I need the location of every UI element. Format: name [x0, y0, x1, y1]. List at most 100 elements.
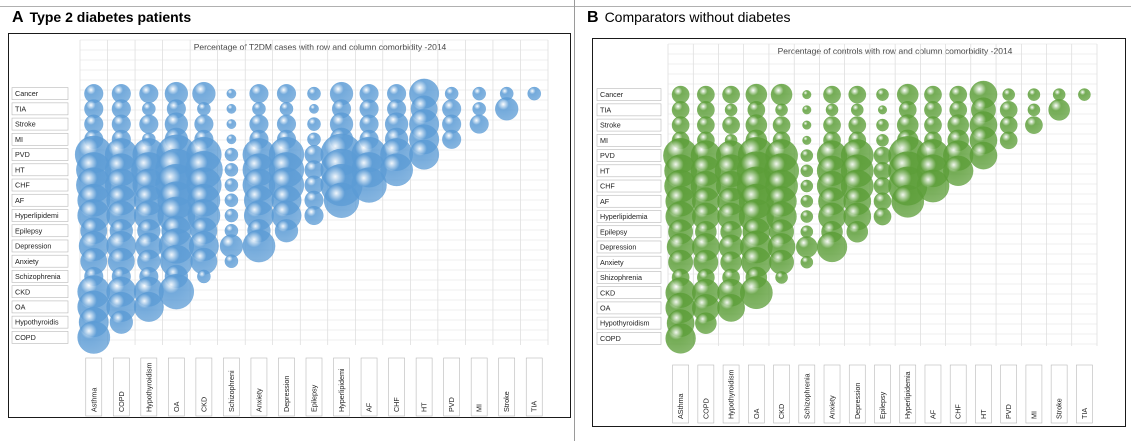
col-label: Hypothyroidism — [727, 369, 736, 419]
row-label: HT — [600, 166, 610, 175]
bubble — [252, 102, 266, 116]
row-label: Hypothyroidis — [15, 318, 59, 327]
row-label: AF — [15, 196, 25, 205]
bubble — [877, 105, 888, 115]
bubble — [671, 100, 690, 119]
row-label: Anxiety — [600, 258, 624, 267]
bubble — [848, 85, 867, 104]
bubble — [1027, 88, 1041, 101]
bubble — [775, 271, 788, 284]
bubble — [242, 229, 276, 263]
bubble — [999, 116, 1018, 134]
bubble — [527, 86, 542, 101]
row-label: Stroke — [15, 120, 36, 129]
row-label-box — [596, 149, 662, 162]
bubble — [109, 310, 133, 334]
row-label-box — [11, 285, 69, 298]
bubble-chart-a: Percentage of T2DM cases with row and co… — [11, 39, 549, 417]
col-label: HT — [979, 409, 988, 419]
row-label: COPD — [600, 334, 621, 343]
bubble — [309, 103, 319, 114]
row-label: PVD — [600, 151, 615, 160]
bubble — [800, 255, 814, 269]
col-label: MI — [1029, 411, 1038, 419]
bubble — [696, 85, 715, 104]
col-label-box — [333, 357, 350, 417]
col-label-box — [112, 357, 130, 417]
bubble — [999, 131, 1018, 150]
bubble — [226, 134, 237, 145]
row-label-box — [11, 239, 69, 253]
row-label-box — [11, 315, 69, 329]
bubble — [279, 102, 294, 116]
row-label-box — [11, 87, 69, 100]
bubble — [197, 269, 211, 284]
col-label-box — [250, 357, 268, 417]
bubble — [276, 84, 297, 104]
row-label-box — [596, 240, 662, 254]
col-label-box — [1076, 364, 1093, 424]
col-label: Hypothyroidism — [144, 362, 153, 412]
bubble — [943, 155, 974, 186]
bubble — [665, 323, 696, 354]
bubble — [802, 120, 812, 130]
bubble — [224, 178, 239, 192]
col-label: OA — [752, 408, 761, 419]
col-label-box — [1000, 364, 1017, 424]
col-label-box — [360, 357, 378, 417]
bubble — [696, 116, 715, 134]
row-label-box — [596, 286, 662, 299]
bubble — [876, 88, 889, 101]
bubble — [307, 132, 321, 147]
col-label: Asthma — [89, 388, 98, 412]
bubble — [409, 139, 440, 170]
bubble — [380, 153, 414, 187]
bubble — [724, 103, 738, 117]
bubble — [1025, 116, 1043, 134]
bubble — [323, 182, 360, 218]
bubble — [873, 192, 892, 211]
col-label: COPD — [701, 398, 710, 419]
bubble — [158, 273, 195, 310]
col-label-box — [388, 357, 405, 417]
bubble — [739, 276, 773, 310]
panel-a-heading-text: Type 2 diabetes patients — [29, 9, 192, 25]
row-label: Stroke — [600, 121, 621, 130]
col-label-box — [874, 364, 891, 424]
bubble — [924, 116, 942, 134]
row-label: Epilepsy — [600, 227, 628, 236]
row-label-box — [596, 194, 662, 208]
col-label-box — [278, 357, 295, 417]
col-label: TIA — [530, 401, 539, 412]
row-label: CKD — [15, 287, 30, 296]
row-label: Cancer — [15, 89, 39, 98]
bubble — [795, 236, 818, 258]
row-label: HT — [15, 165, 25, 174]
row-label: Anxiety — [15, 257, 39, 266]
row-label: Schizophrenia — [15, 272, 61, 281]
bubble — [224, 208, 239, 223]
col-label-box — [697, 364, 715, 424]
col-label-box — [949, 364, 967, 424]
row-label: CHF — [600, 182, 615, 191]
row-label: Hypothyroidism — [600, 319, 650, 328]
col-label-box — [415, 357, 433, 417]
row-label-box — [596, 88, 662, 101]
bubble — [800, 210, 814, 223]
row-label: Shizophrenia — [600, 273, 642, 282]
col-label: OA — [172, 401, 181, 412]
col-label-box — [525, 357, 543, 417]
panel-a-letter: A — [12, 9, 24, 26]
col-label: TIA — [1080, 408, 1089, 419]
bubble — [873, 207, 892, 226]
col-label-box — [798, 364, 816, 424]
col-label-box — [1050, 364, 1068, 424]
bubble — [695, 312, 717, 334]
bubble — [226, 103, 237, 114]
bubble — [816, 231, 848, 263]
row-label-box — [596, 103, 662, 117]
row-label: TIA — [600, 105, 611, 114]
bubble — [825, 103, 839, 117]
bubble — [444, 86, 459, 101]
bubble — [224, 162, 239, 177]
